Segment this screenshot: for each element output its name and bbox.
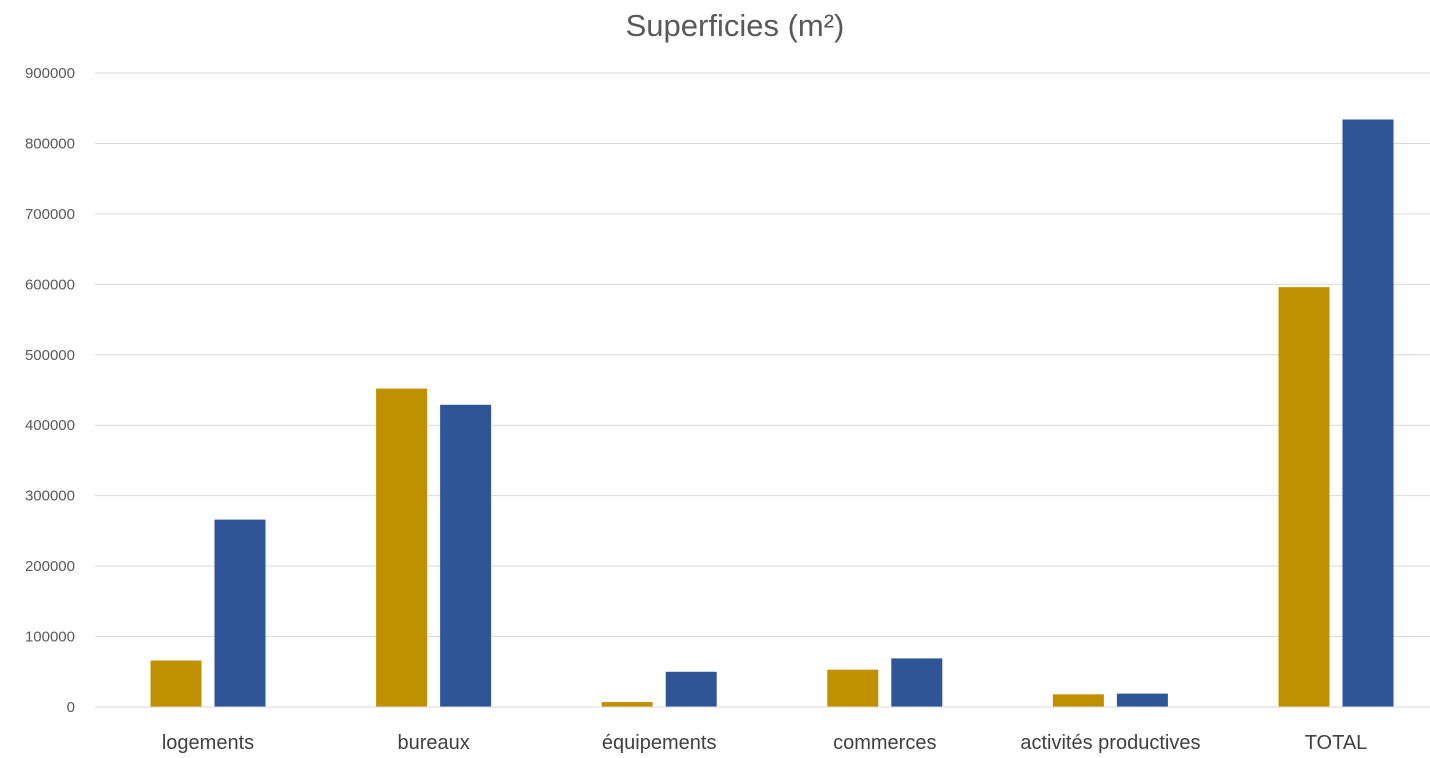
bar-total-series-2 bbox=[1342, 119, 1394, 707]
y-tick-label: 600000 bbox=[25, 276, 75, 293]
bar-activit-s-productives-series-2 bbox=[1116, 693, 1168, 707]
x-axis-category-labels: logements bureaux équipements commerces acti… bbox=[162, 732, 1367, 754]
y-tick-label: 0 bbox=[67, 699, 75, 716]
x-category-label: commerces bbox=[833, 732, 936, 754]
y-tick-label: 400000 bbox=[25, 417, 75, 434]
y-tick-label: 900000 bbox=[25, 65, 75, 82]
bar-bureaux-series-1 bbox=[376, 388, 428, 707]
y-axis-tick-labels: 0 100000 200000 300000 400000 500000 600000 700… bbox=[25, 65, 75, 716]
y-tick-label: 700000 bbox=[25, 206, 75, 223]
y-tick-label: 500000 bbox=[25, 347, 75, 364]
x-category-label: activités productives bbox=[1020, 732, 1200, 754]
bar-commerces-series-2 bbox=[891, 658, 943, 707]
y-tick-label: 800000 bbox=[25, 135, 75, 152]
x-category-label: bureaux bbox=[397, 732, 469, 754]
bar-total-series-1 bbox=[1278, 287, 1330, 707]
gridlines bbox=[95, 72, 1430, 638]
bar-logements-series-2 bbox=[214, 519, 266, 707]
bar--quipements-series-2 bbox=[665, 671, 717, 707]
bar-commerces-series-1 bbox=[827, 669, 879, 707]
bar-logements-series-1 bbox=[150, 660, 202, 707]
x-category-label: logements bbox=[162, 732, 254, 754]
y-tick-label: 300000 bbox=[25, 488, 75, 505]
y-tick-label: 100000 bbox=[25, 629, 75, 646]
chart-title: Superficies (m²) bbox=[626, 8, 845, 43]
x-category-label: équipements bbox=[602, 732, 717, 754]
bar-bureaux-series-2 bbox=[440, 404, 492, 707]
bars bbox=[150, 119, 1394, 707]
x-category-label: TOTAL bbox=[1305, 732, 1368, 754]
bar--quipements-series-1 bbox=[601, 702, 653, 707]
y-tick-label: 200000 bbox=[25, 558, 75, 575]
bar-activit-s-productives-series-1 bbox=[1052, 694, 1104, 707]
